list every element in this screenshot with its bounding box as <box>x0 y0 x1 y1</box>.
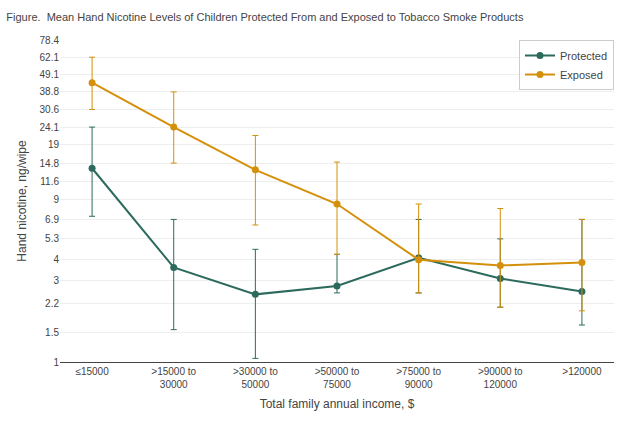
svg-text:Protected: Protected <box>560 50 607 62</box>
svg-text:>90000 to120000: >90000 to120000 <box>478 366 523 390</box>
svg-text:11.6: 11.6 <box>40 176 59 187</box>
svg-text:>30000 to50000: >30000 to50000 <box>233 366 278 390</box>
svg-text:3: 3 <box>53 275 59 286</box>
svg-text:>50000 to75000: >50000 to75000 <box>315 366 360 390</box>
svg-text:49.1: 49.1 <box>40 69 60 80</box>
svg-text:9: 9 <box>53 194 59 205</box>
svg-text:1: 1 <box>53 357 59 368</box>
svg-text:1.5: 1.5 <box>45 327 59 338</box>
svg-text:5.3: 5.3 <box>45 233 59 244</box>
svg-text:4: 4 <box>53 254 59 265</box>
svg-text:>75000 to90000: >75000 to90000 <box>396 366 441 390</box>
svg-text:38.8: 38.8 <box>40 86 60 97</box>
svg-text:>15000 to30000: >15000 to30000 <box>151 366 196 390</box>
svg-text:Figure. Mean Hand Nicotine Le: Figure. Mean Hand Nicotine Levels of Chi… <box>6 11 524 23</box>
svg-text:Total family annual income, $: Total family annual income, $ <box>260 397 415 411</box>
svg-text:78.4: 78.4 <box>40 35 60 46</box>
svg-text:30.6: 30.6 <box>40 104 60 115</box>
svg-text:14.8: 14.8 <box>40 158 60 169</box>
svg-text:24.1: 24.1 <box>40 122 60 133</box>
svg-text:≤15000: ≤15000 <box>75 366 109 377</box>
svg-text:Exposed: Exposed <box>560 69 603 81</box>
svg-text:19: 19 <box>48 139 60 150</box>
svg-text:6.9: 6.9 <box>45 214 59 225</box>
svg-text:2.2: 2.2 <box>45 298 59 309</box>
svg-text:Hand nicotine, ng/wipe: Hand nicotine, ng/wipe <box>15 140 29 262</box>
svg-text:>120000: >120000 <box>562 366 602 377</box>
svg-text:62.1: 62.1 <box>40 52 60 63</box>
